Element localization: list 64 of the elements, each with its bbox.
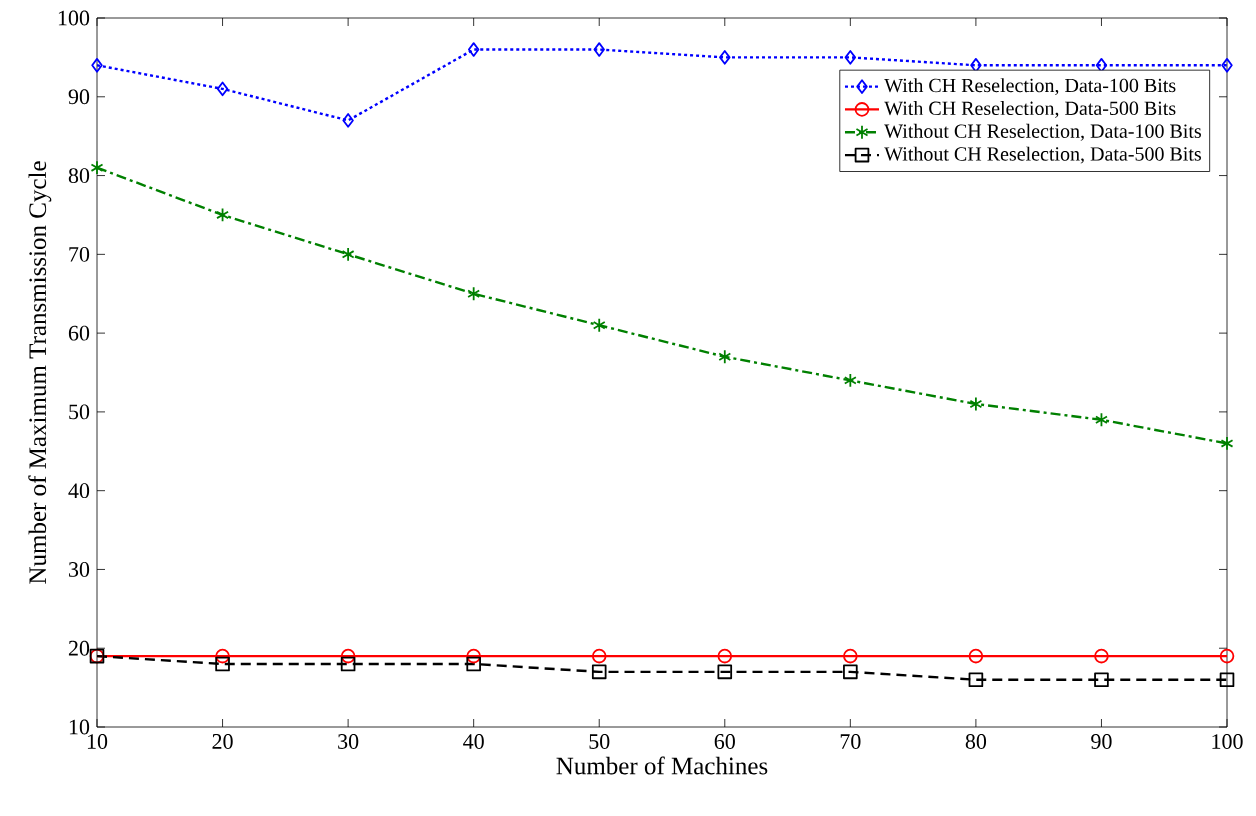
y-tick-label: 80 [68,168,90,183]
point [1095,57,1108,73]
point [1221,57,1233,73]
legend-label: Without CH Reselection, Data-500 Bits [884,146,1201,164]
x-tick-label: 40 [463,734,484,749]
point [593,42,605,57]
point [1219,672,1235,688]
y-tick-label: 40 [68,483,90,499]
x-tick-label: 70 [840,734,861,749]
point [1219,648,1235,664]
y-tick-label: 70 [69,246,90,262]
point [843,648,858,664]
point [843,373,857,388]
point [969,396,983,412]
x-tick-label: 20 [212,734,233,749]
x-tick-label: 80 [965,734,987,749]
legend-label: With CH Reselection, Data-500 Bits [884,100,1176,118]
point [968,672,984,688]
x-tick-label: 10 [87,734,108,749]
x-tick-label: 50 [589,734,610,749]
legend-label: Without CH Reselection, Data-100 Bits [884,123,1201,141]
point [216,207,229,223]
point [216,81,229,97]
y-tick-label: 90 [68,89,90,105]
point [968,648,984,664]
y-axis-title: Number of Maximum Transmission Cycle [28,161,52,584]
point [1220,436,1234,451]
point [467,286,481,302]
x-axis-title: Number of Machines [556,756,768,775]
point [718,349,732,365]
point [91,57,103,73]
point [90,160,104,175]
point [717,664,733,680]
point [591,664,607,680]
x-tick-label: 30 [338,734,359,749]
point [342,113,354,128]
point [717,648,733,664]
y-tick-label: 50 [69,404,90,420]
point [970,57,982,73]
point [340,656,356,672]
point [340,648,356,664]
point [592,317,606,333]
y-tick-label: 10 [69,719,90,735]
point [467,42,480,57]
point [1094,648,1109,664]
point [466,656,481,672]
point [215,648,230,664]
point [719,50,731,65]
point [843,664,858,680]
y-tick-label: 20 [68,640,90,656]
point [215,656,230,672]
x-tick-label: 60 [714,734,735,749]
x-tick-label: 100 [1212,734,1243,749]
y-tick-label: 60 [68,325,90,341]
point [466,648,481,664]
legend-label: With CH Reselection, Data-100 Bits [884,78,1176,96]
x-tick-label: 90 [1091,734,1112,749]
point [844,50,857,65]
point [1094,672,1109,688]
y-tick-label: 100 [58,10,90,26]
point [591,648,607,664]
point [341,247,355,262]
point [1095,412,1108,428]
y-tick-label: 30 [69,562,90,577]
